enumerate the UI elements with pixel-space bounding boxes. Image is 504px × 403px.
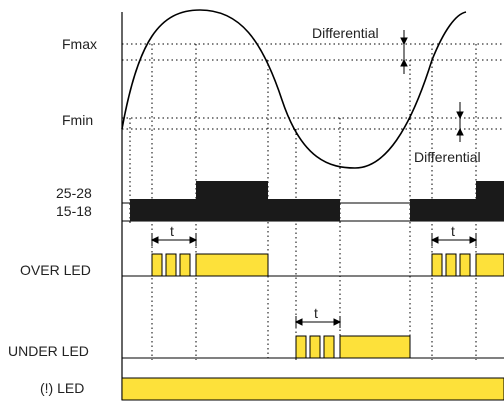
differential-label-lower: Differential [414,149,481,165]
differential-arrow-lower [456,102,464,142]
under-led-blink-pulses [295,335,335,359]
delay-arrow-over-1 [150,234,198,246]
delay-label: t [451,223,455,239]
delay-arrow-over-2 [430,234,478,246]
differential-arrow-upper [400,30,408,74]
power-led-on-bar [121,377,504,401]
relay-15-18-on-block [130,199,340,221]
relay-25-28-on-block [476,181,504,203]
power-led-label: (!) LED [40,380,84,396]
frequency-waveform [121,9,467,169]
over-led-steady-on [475,253,504,277]
relay-25-28-label: 25-28 [56,185,92,201]
over-led-blink-pulses [151,253,191,277]
under-led-steady-on [339,335,411,359]
relay-15-18-label: 15-18 [56,203,92,219]
fmin-label: Fmin [62,112,93,128]
relay-25-28-on-block [196,181,268,203]
under-led-label: UNDER LED [8,343,89,359]
delay-label: t [170,223,174,239]
fmax-label: Fmax [62,36,97,52]
delay-label: t [314,305,318,321]
relay-15-18-on-block [410,199,504,221]
differential-label-upper: Differential [312,25,379,41]
over-led-label: OVER LED [20,262,91,278]
delay-arrow-under [294,316,342,328]
over-led-blink-pulses [431,253,471,277]
over-led-steady-on [195,253,269,277]
